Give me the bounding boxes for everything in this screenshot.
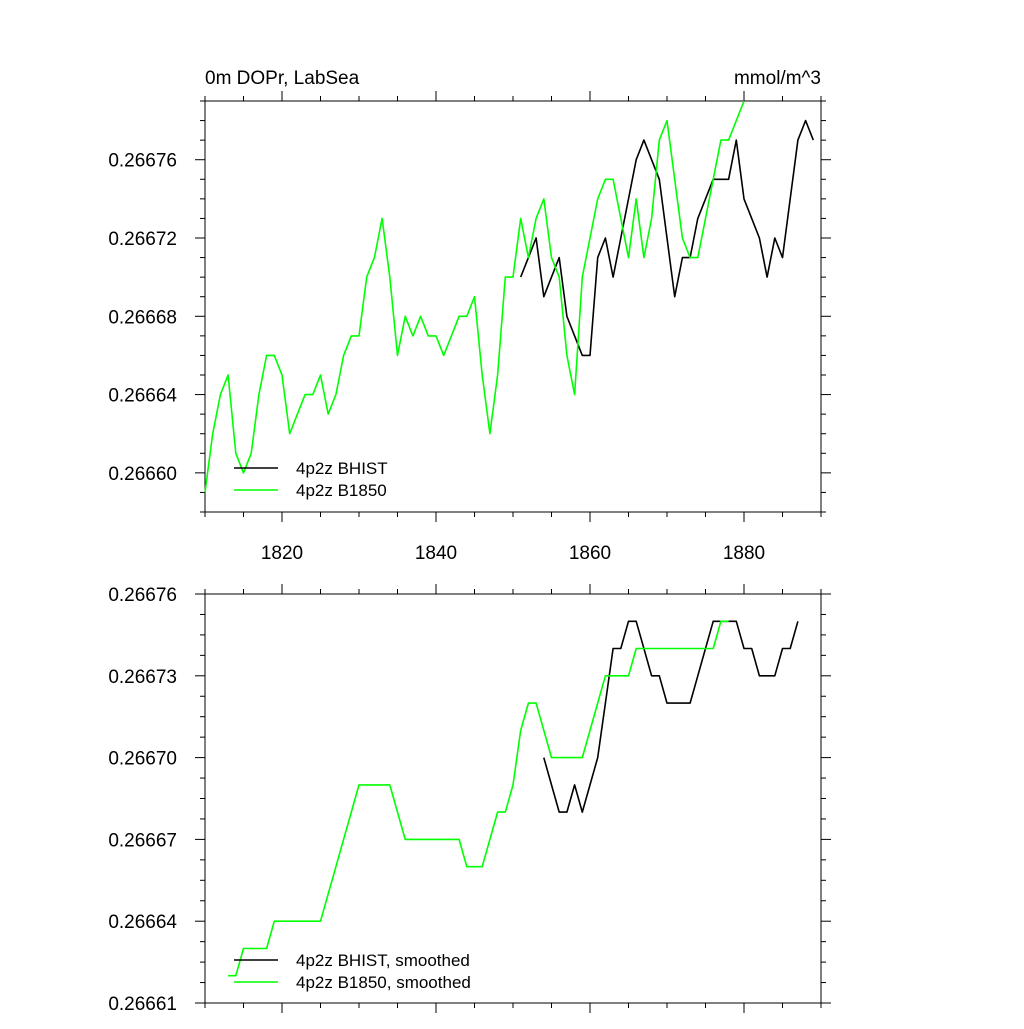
y-tick-label: 0.26661 [108, 994, 177, 1015]
chart-panel-1: 1820 1840 1860 1880 0.26660 0.26664 0.26668 0.2… [108, 68, 831, 564]
y-tick-label: 0.26660 [108, 464, 177, 485]
chart-title: 0m DOPr, LabSea [205, 68, 360, 89]
series-line-bhist [543, 620, 799, 813]
x-tick-label: 1860 [569, 543, 611, 564]
x-tick-label: 1880 [723, 543, 765, 564]
plot-frame [204, 100, 822, 513]
y-tick-label: 0.26667 [108, 830, 177, 851]
chart-panel-2: 0.26661 0.26664 0.26667 0.26670 0.26673 0.266… [108, 584, 831, 1015]
legend-label: 4p2z B1850, smoothed [296, 973, 471, 992]
x-tick-label: 1840 [415, 543, 457, 564]
y-tick-label: 0.26664 [108, 912, 177, 933]
y-tick-label: 0.26676 [108, 585, 177, 606]
y-tick-label: 0.26676 [108, 151, 177, 172]
series-line-b1850 [228, 620, 729, 977]
units-label: mmol/m^3 [734, 68, 821, 89]
legend-label: 4p2z BHIST, smoothed [296, 951, 470, 970]
y-tick-label: 0.26673 [108, 667, 177, 688]
y-tick-label: 0.26664 [108, 386, 177, 407]
y-tick-label: 0.26672 [108, 229, 177, 250]
x-tick-label: 1820 [261, 543, 303, 564]
series-line-b1850 [204, 100, 745, 493]
plot-frame [204, 593, 822, 1004]
series-line-bhist [519, 119, 815, 357]
y-tick-label: 0.26670 [108, 749, 177, 770]
legend-label: 4p2z BHIST [296, 459, 388, 478]
legend-label: 4p2z B1850 [296, 481, 387, 500]
y-tick-label: 0.26668 [108, 307, 177, 328]
